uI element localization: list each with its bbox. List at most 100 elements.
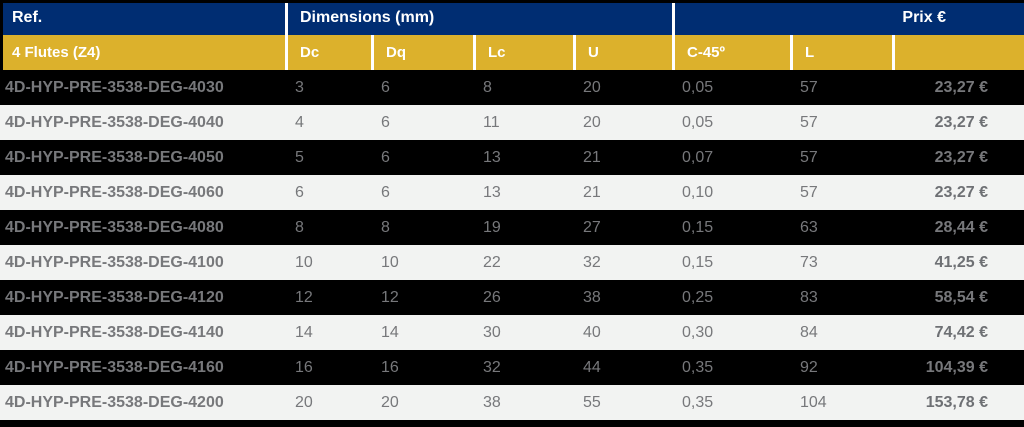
dq-cell: 20 xyxy=(381,393,399,411)
u-cell: 55 xyxy=(583,393,601,411)
price-cell: 23,27 € xyxy=(934,148,988,166)
header-ref: Ref. xyxy=(12,8,43,26)
dc-cell: 20 xyxy=(295,393,313,411)
table-header-group-row: Ref. Dimensions (mm) Prix € xyxy=(0,0,1024,35)
col-header-c45: C-45º xyxy=(672,35,790,70)
lc-cell: 38 xyxy=(483,393,501,411)
table-row: 4D-HYP-PRE-3538-DEG-4080 8 8 19 27 0,15 63 28,4… xyxy=(0,210,1024,245)
l-cell: 63 xyxy=(800,218,818,236)
lc-cell: 13 xyxy=(483,148,501,166)
table-row: 4D-HYP-PRE-3538-DEG-4200 20 20 38 55 0,35 104 1… xyxy=(0,385,1024,420)
u-cell: 27 xyxy=(583,218,601,236)
l-cell: 57 xyxy=(800,183,818,201)
table-border-left xyxy=(0,0,3,70)
lc-cell: 22 xyxy=(483,253,501,271)
dc-cell: 3 xyxy=(295,78,304,96)
table-row: 4D-HYP-PRE-3538-DEG-4040 4 6 11 20 0,05 57 23,2… xyxy=(0,105,1024,140)
price-cell: 41,25 € xyxy=(934,253,988,271)
dq-cell: 8 xyxy=(381,218,390,236)
header-dimensions: Dimensions (mm) xyxy=(285,0,672,35)
ref-cell: 4D-HYP-PRE-3538-DEG-4200 xyxy=(5,393,224,411)
l-cell: 57 xyxy=(800,78,818,96)
dc-cell: 6 xyxy=(295,183,304,201)
lc-cell: 19 xyxy=(483,218,501,236)
u-cell: 21 xyxy=(583,183,601,201)
c45-cell: 0,07 xyxy=(682,148,714,166)
dc-cell: 16 xyxy=(295,358,313,376)
col-header-u: U xyxy=(573,35,672,70)
u-cell: 40 xyxy=(583,323,601,341)
price-cell: 58,54 € xyxy=(934,288,988,306)
l-cell: 57 xyxy=(800,113,818,131)
u-cell: 32 xyxy=(583,253,601,271)
dc-cell: 5 xyxy=(295,148,304,166)
u-cell: 20 xyxy=(583,113,601,131)
ref-cell: 4D-HYP-PRE-3538-DEG-4100 xyxy=(5,253,224,271)
lc-cell: 30 xyxy=(483,323,501,341)
header-prix: Prix € xyxy=(672,0,1024,35)
lc-cell: 32 xyxy=(483,358,501,376)
price-cell: 104,39 € xyxy=(925,358,988,376)
col-header-flutes: 4 Flutes (Z4) xyxy=(12,44,101,61)
table-body: 4D-HYP-PRE-3538-DEG-4030 3 6 8 20 0,05 57 23,27… xyxy=(0,70,1024,420)
table-border-bottom xyxy=(0,420,1024,427)
ref-cell: 4D-HYP-PRE-3538-DEG-4060 xyxy=(5,183,224,201)
ref-cell: 4D-HYP-PRE-3538-DEG-4050 xyxy=(5,148,224,166)
price-cell: 23,27 € xyxy=(934,183,988,201)
c45-cell: 0,10 xyxy=(682,183,714,201)
c45-cell: 0,35 xyxy=(682,358,714,376)
dq-cell: 12 xyxy=(381,288,399,306)
price-cell: 28,44 € xyxy=(934,218,988,236)
c45-cell: 0,05 xyxy=(682,113,714,131)
ref-cell: 4D-HYP-PRE-3538-DEG-4120 xyxy=(5,288,224,306)
dq-cell: 14 xyxy=(381,323,399,341)
c45-cell: 0,30 xyxy=(682,323,714,341)
dq-cell: 16 xyxy=(381,358,399,376)
ref-cell: 4D-HYP-PRE-3538-DEG-4080 xyxy=(5,218,224,236)
ref-cell: 4D-HYP-PRE-3538-DEG-4140 xyxy=(5,323,224,341)
l-cell: 83 xyxy=(800,288,818,306)
table-row: 4D-HYP-PRE-3538-DEG-4030 3 6 8 20 0,05 57 23,27… xyxy=(0,70,1024,105)
table-row: 4D-HYP-PRE-3538-DEG-4140 14 14 30 40 0,30 84 74… xyxy=(0,315,1024,350)
dc-cell: 4 xyxy=(295,113,304,131)
u-cell: 38 xyxy=(583,288,601,306)
dq-cell: 10 xyxy=(381,253,399,271)
table-row: 4D-HYP-PRE-3538-DEG-4050 5 6 13 21 0,07 57 23,2… xyxy=(0,140,1024,175)
dq-cell: 6 xyxy=(381,113,390,131)
l-cell: 84 xyxy=(800,323,818,341)
col-header-price xyxy=(892,35,1024,70)
col-header-dq: Dq xyxy=(371,35,473,70)
ref-cell: 4D-HYP-PRE-3538-DEG-4160 xyxy=(5,358,224,376)
table-row: 4D-HYP-PRE-3538-DEG-4120 12 12 26 38 0,25 83 58… xyxy=(0,280,1024,315)
l-cell: 57 xyxy=(800,148,818,166)
u-cell: 21 xyxy=(583,148,601,166)
price-cell: 23,27 € xyxy=(934,78,988,96)
col-header-l: L xyxy=(790,35,892,70)
lc-cell: 11 xyxy=(483,113,500,131)
lc-cell: 26 xyxy=(483,288,501,306)
table-row: 4D-HYP-PRE-3538-DEG-4160 16 16 32 44 0,35 92 10… xyxy=(0,350,1024,385)
c45-cell: 0,25 xyxy=(682,288,714,306)
u-cell: 20 xyxy=(583,78,601,96)
l-cell: 92 xyxy=(800,358,818,376)
l-cell: 104 xyxy=(800,393,827,411)
dc-cell: 14 xyxy=(295,323,313,341)
table-row: 4D-HYP-PRE-3538-DEG-4100 10 10 22 32 0,15 73 41… xyxy=(0,245,1024,280)
price-cell: 74,42 € xyxy=(934,323,988,341)
lc-cell: 13 xyxy=(483,183,501,201)
table-border-top xyxy=(0,0,1024,3)
c45-cell: 0,15 xyxy=(682,253,714,271)
c45-cell: 0,35 xyxy=(682,393,714,411)
c45-cell: 0,15 xyxy=(682,218,714,236)
table-column-header-row: 4 Flutes (Z4) Dc Dq Lc U C-45º L xyxy=(0,35,1024,70)
dq-cell: 6 xyxy=(381,78,390,96)
ref-cell: 4D-HYP-PRE-3538-DEG-4040 xyxy=(5,113,224,131)
col-header-lc: Lc xyxy=(473,35,573,70)
ref-cell: 4D-HYP-PRE-3538-DEG-4030 xyxy=(5,78,224,96)
price-cell: 153,78 € xyxy=(925,393,988,411)
c45-cell: 0,05 xyxy=(682,78,714,96)
table-row: 4D-HYP-PRE-3538-DEG-4060 6 6 13 21 0,10 57 23,2… xyxy=(0,175,1024,210)
dc-cell: 8 xyxy=(295,218,304,236)
u-cell: 44 xyxy=(583,358,601,376)
